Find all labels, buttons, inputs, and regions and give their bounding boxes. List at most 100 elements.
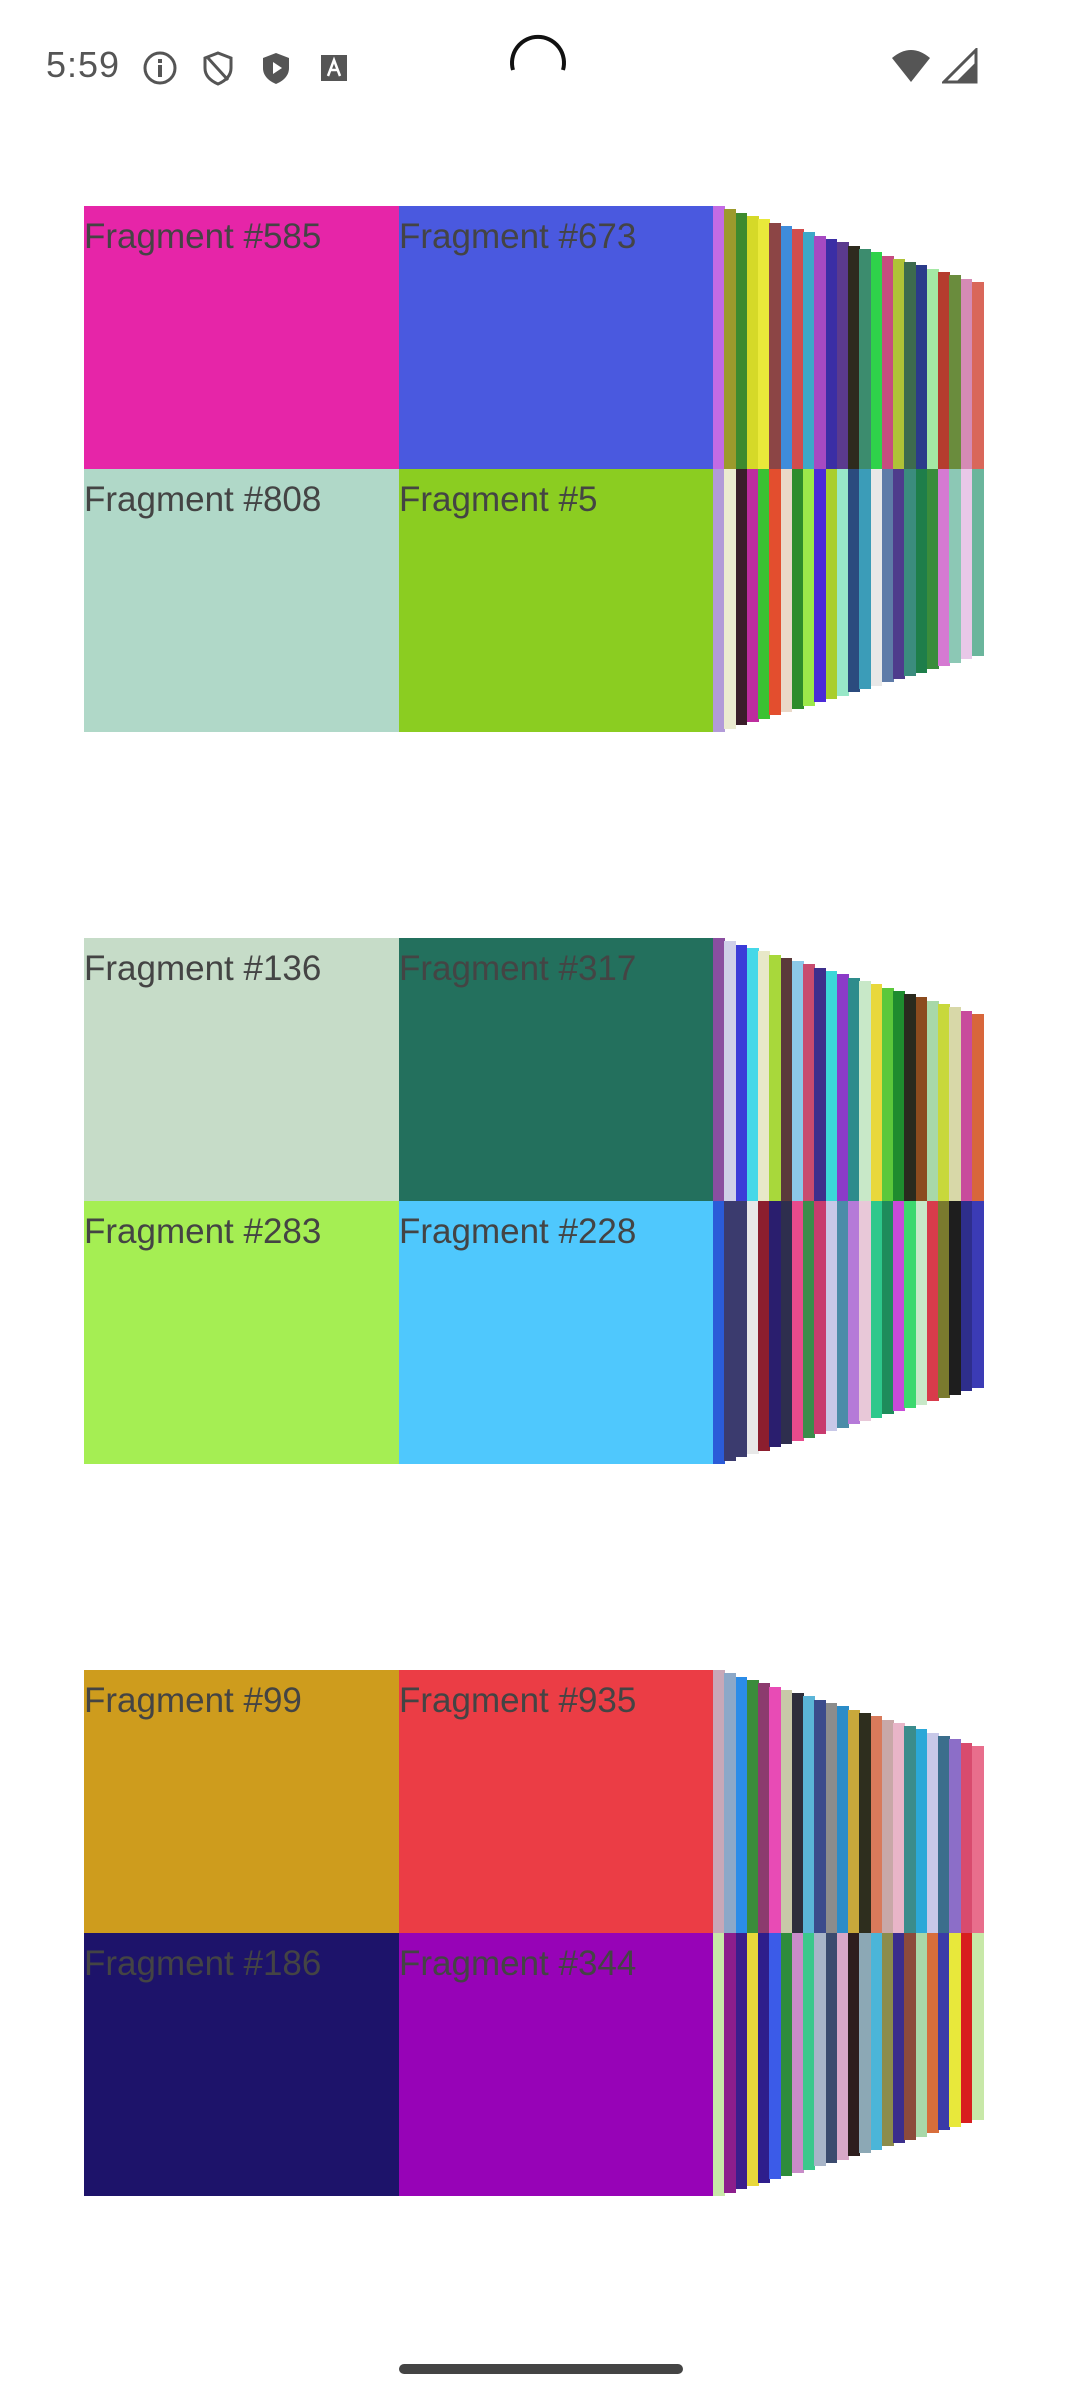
fragment-strip [746,1679,759,1933]
fragment-strip [780,469,793,713]
fragment-strip [780,1201,793,1445]
fragment-strip [803,469,815,706]
fragment-tile[interactable]: Fragment #317 [399,938,714,1201]
fragment-strip [791,229,804,469]
fragment-strip [915,997,928,1201]
fragment-tile[interactable]: Fragment #99 [84,1670,399,1933]
fragment-strip [904,1933,917,2140]
fragment-strip [926,1201,939,1402]
fragment-label: Fragment #228 [399,1212,637,1251]
fragment-strip [859,1201,872,1422]
home-indicator[interactable] [399,2364,683,2374]
fragment-group: Fragment #136 Fragment #317 Fragment #283 F… [0,938,1080,1464]
fragment-tile[interactable]: Fragment #228 [399,1201,714,1464]
fragment-strip [713,206,725,469]
fragment-strip [870,1716,883,1933]
fragment-strip [926,1732,939,1933]
fragment-strip [926,1000,939,1201]
fragment-strip [825,971,838,1201]
fragment-strip [971,1746,984,1933]
fragment-strip [859,980,872,1201]
fragment-strip [758,219,770,469]
fragment-tile[interactable]: Fragment #673 [399,206,714,469]
fragment-strip [746,469,759,723]
fragment-label: Fragment #808 [84,480,322,519]
fragment-strip [926,1933,939,2134]
fragment-strip [938,469,950,666]
fragment-strip [735,1676,748,1933]
fragment-strip [780,1933,793,2177]
fragment-strip [713,938,725,1201]
fragment-strip [870,1201,883,1418]
fragment-strip [881,1719,894,1933]
shield-icon [198,48,238,88]
fragment-strip [769,469,782,716]
fragment-strip [814,967,827,1201]
fragment-strip [769,1933,782,2180]
fragment-tile[interactable]: Fragment #136 [84,938,399,1201]
fragment-strip [713,469,725,732]
fragment-tile[interactable]: Fragment #585 [84,206,399,469]
fragment-strip [735,212,748,469]
fragment-strip [915,1729,928,1933]
fragment-strip [971,469,984,656]
fragment-stack[interactable] [713,1670,984,2196]
fragment-strip [836,469,849,696]
fragment-strip [803,1201,815,1438]
fragment-strip [836,1933,849,2160]
fragment-tile[interactable]: Fragment #344 [399,1933,714,2196]
fragment-strip [848,1709,860,1933]
fragment-label: Fragment #99 [84,1681,302,1720]
fragment-strip [881,1201,894,1415]
fragment-tile[interactable]: Fragment #186 [84,1933,399,2196]
fragment-strip [791,1933,804,2173]
fragment-strip [904,1201,917,1408]
fragment-strip [971,1933,984,2120]
fragment-strip [848,1933,860,2157]
fragment-strip [814,1933,827,2167]
fragment-strip [904,262,917,469]
fragment-strip [859,248,872,469]
fragment-strip [960,1933,973,2124]
fragment-strip [938,1004,950,1201]
fragment-strip [735,1201,748,1458]
fragment-strip [724,1673,737,1933]
fragment-strip [758,469,770,719]
fragment-strip [915,265,928,469]
fragment-strip [938,1736,950,1933]
fragment-strip [746,1933,759,2187]
fragment-strip [960,469,973,660]
fragment-strip [949,275,962,469]
status-notification-icons [140,48,354,88]
status-time: 5:59 [46,44,121,85]
fragment-tile[interactable]: Fragment #808 [84,469,399,732]
fragment-strip [949,1007,962,1201]
fragment-label: Fragment #585 [84,217,322,256]
fragment-strip [803,1696,815,1933]
fragment-strip [803,1933,815,2170]
fragment-strip [836,1706,849,1933]
fragment-tile[interactable]: Fragment #935 [399,1670,714,1933]
fragment-group: Fragment #585 Fragment #673 Fragment #808 F… [0,206,1080,732]
fragment-strip [713,1670,725,1933]
fragment-strip [836,242,849,469]
fragment-strip [780,225,793,469]
fragment-strip [848,245,860,469]
fragment-label: Fragment #186 [84,1944,322,1983]
fragment-strip [758,1201,770,1451]
fragment-label: Fragment #283 [84,1212,322,1251]
fragment-strip [971,1014,984,1201]
fragment-strip [870,1933,883,2150]
system-status-icons [890,46,980,89]
fragment-tile[interactable]: Fragment #5 [399,469,714,732]
fragment-strip [836,1201,849,1428]
fragment-stack[interactable] [713,206,984,732]
font-icon [314,48,354,88]
signal-icon [940,46,980,89]
fragment-tile[interactable]: Fragment #283 [84,1201,399,1464]
fragment-strip [803,964,815,1201]
fragment-stack[interactable] [713,938,984,1464]
fragment-label: Fragment #673 [399,217,637,256]
fragment-strip [769,1201,782,1448]
fragment-label: Fragment #136 [84,949,322,988]
